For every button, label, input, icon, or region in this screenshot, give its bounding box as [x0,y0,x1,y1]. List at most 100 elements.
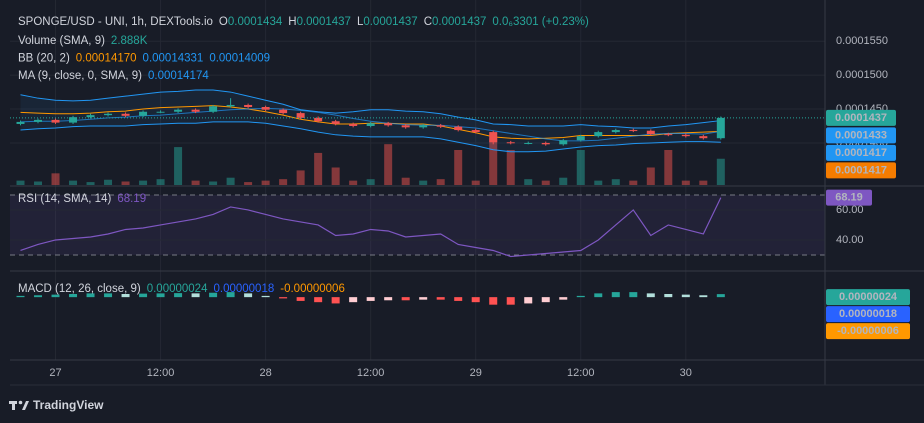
legend-line: Volume (SMA, 9) 2.888K [18,35,148,47]
macd-histogram-bar [401,297,410,301]
price-label-bg [826,162,896,179]
candle-body [646,130,655,135]
macd-histogram-bar [16,295,25,298]
macd-histogram-bar [681,294,690,298]
macd-histogram-bar [349,297,358,303]
candle-body [559,140,568,145]
ohlc-value: 0.0001434 [228,16,283,28]
volume-bar [699,180,708,185]
macd-histogram-bar [261,295,270,298]
candle-body [174,109,183,112]
macd-histogram-bar [331,297,340,304]
macd-histogram-bar [86,293,95,298]
macd-histogram-bar [506,297,515,305]
volume-bar [576,150,585,185]
change: 0.0₆3301 (+0.23%) [492,16,589,28]
macd-histogram-bar [419,297,428,300]
macd-histogram-bar [454,297,463,301]
candle-body [121,113,130,116]
candle-body [226,104,235,107]
candle-body [541,142,550,145]
macd-histogram-bar [664,294,673,298]
macd-histogram-bar [559,297,568,300]
symbol-title: SPONGE/USD - UNI, 1h, DEXTools.io [18,16,213,28]
candle-body [349,123,358,126]
macd-histogram-bar [524,297,533,304]
candle-body [401,125,410,128]
volume-bar [156,179,165,185]
ohlc-key: C [424,16,432,28]
price-label: 0.0001433 [835,129,887,141]
candle-body [471,130,480,133]
volume-bar [594,180,603,185]
macd-histogram-bar [296,297,305,301]
volume-bar [296,170,305,185]
macd-histogram-bar [156,293,165,298]
volume-bar [244,182,253,185]
macd-histogram-bar [699,295,708,298]
macd-label: 0.00000018 [839,308,897,320]
macd-label: -0.00000006 [837,325,899,337]
candle-body [261,106,270,110]
candle-body [86,115,95,118]
indicator-value: 0.00014174 [148,70,209,82]
candle-body [314,117,323,122]
indicator-name: MACD (12, 26, close, 9) [18,283,141,295]
macd-histogram-bar [594,293,603,298]
indicator-value: 68.19 [117,193,146,205]
ohlc-value: 0.0001437 [363,16,417,28]
volume-bar [34,181,43,185]
indicator-value: 2.888K [111,35,148,47]
volume-bar [489,138,498,185]
volume-bar [646,167,655,185]
brand-logo [9,400,29,410]
ohlc-value: 0.0001437 [297,16,351,28]
y-tick-label: 0.0001500 [836,69,888,81]
volume-bar [401,177,410,185]
volume-bar [139,180,148,185]
macd-histogram-bar [646,293,655,298]
macd-histogram-bar [279,297,288,299]
volume-bar [349,180,358,185]
x-tick-label: 29 [470,367,482,379]
macd-label-bg [826,289,910,306]
candle-body [209,106,218,112]
candle-body [594,132,603,137]
candle-body [279,109,288,114]
price-label: 0.0001417 [835,164,887,176]
logo-part [22,401,29,410]
x-tick-label: 12:00 [567,367,595,379]
volume-bar [681,180,690,185]
ohlc-key: L [357,16,364,28]
candle-body [699,136,708,139]
macd-histogram-bar [244,293,253,298]
macd-histogram-bar [174,293,183,298]
plot-layer [10,0,825,360]
candle-body [104,113,113,116]
legend-line: MA (9, close, 0, SMA, 9) 0.00014174 [18,70,209,82]
volume-bar [366,179,375,185]
indicator-name: RSI (14, SMA, 14) [18,193,111,205]
volume-bar [279,179,288,185]
volume-bar [611,179,620,185]
candle-body [244,104,253,107]
x-tick-label: 30 [680,367,692,379]
candle-body [576,136,585,141]
ohlc-key: H [288,16,296,28]
candle-body [366,123,375,126]
legend-line: RSI (14, SMA, 14) 68.19 [18,193,146,205]
x-tick-label: 12:00 [147,367,175,379]
candle-body [296,113,305,118]
legend-line: MACD (12, 26, close, 9) 0.00000024 0.00000… [18,283,345,295]
candle-body [629,130,638,132]
ohlc-value: 0.0001437 [432,16,486,28]
rsi-band [10,194,825,255]
candle-body [139,111,148,116]
volume-bar [209,181,218,185]
macd-histogram-bar [384,297,393,301]
macd-histogram-bar [191,293,200,298]
bb-lower [20,121,721,153]
macd-histogram-bar [34,295,43,298]
macd-histogram-bar [69,294,78,298]
